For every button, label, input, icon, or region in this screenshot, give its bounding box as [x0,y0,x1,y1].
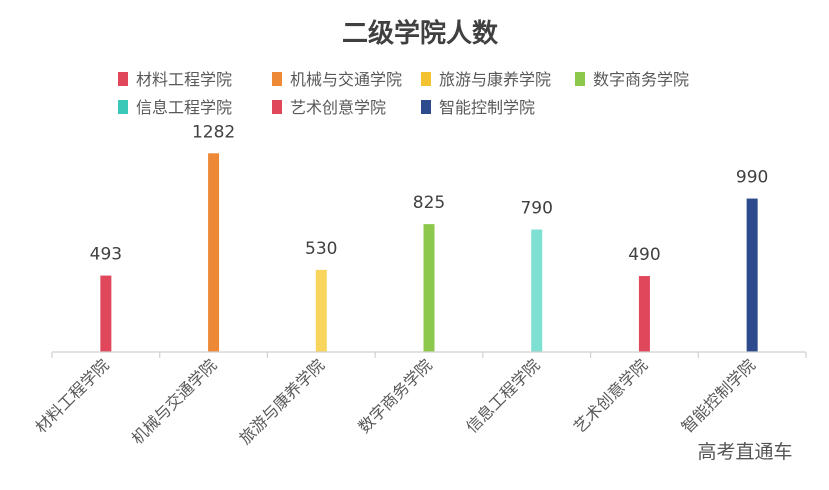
data-label: 490 [628,245,660,265]
chart-title: 二级学院人数 [342,18,499,49]
data-label: 825 [413,193,445,213]
x-tick-label: 数字商务学院 [355,355,436,436]
x-tick-label: 机械与交通学院 [128,355,221,448]
value-labels: 493 1282 530 825 790 490 990 [90,122,769,265]
bars [100,153,758,352]
x-tick-label: 旅游与康养学院 [235,355,328,448]
legend-label: 艺术创意学院 [290,98,386,117]
legend-label: 材料工程学院 [136,70,232,89]
data-label: 990 [736,168,768,188]
x-axis-labels: 材料工程学院 机械与交通学院 旅游与康养学院 数字商务学院 信息工程学院 艺术创意学院 智能… [31,355,759,448]
data-label: 530 [305,239,337,259]
legend-label: 信息工程学院 [136,98,232,117]
data-label: 493 [90,245,122,265]
legend-swatch [421,72,431,86]
bar [315,269,327,352]
x-axis-ticks [51,352,807,358]
legend-swatch [272,72,282,86]
x-tick-label: 艺术创意学院 [570,355,651,436]
data-label: 790 [520,199,552,219]
bar [423,224,435,352]
bar [100,275,112,352]
legend-swatch [118,100,128,114]
x-tick-label: 信息工程学院 [462,355,543,436]
legend-swatch [272,100,282,114]
bar [746,198,758,352]
legend-label: 旅游与康养学院 [439,70,551,89]
bar [531,229,543,352]
bar [208,153,220,352]
bar [638,276,650,352]
x-tick-label: 材料工程学院 [31,355,112,436]
data-label: 1282 [192,122,235,142]
legend-swatch [421,100,431,114]
legend-label: 机械与交通学院 [290,70,402,89]
watermark-text: 高考直通车 [697,441,792,463]
x-tick-label: 智能控制学院 [678,355,759,436]
legend-label: 智能控制学院 [439,98,535,117]
legend-label: 数字商务学院 [593,70,689,89]
legend-swatch [118,72,128,86]
legend-swatch [575,72,585,86]
